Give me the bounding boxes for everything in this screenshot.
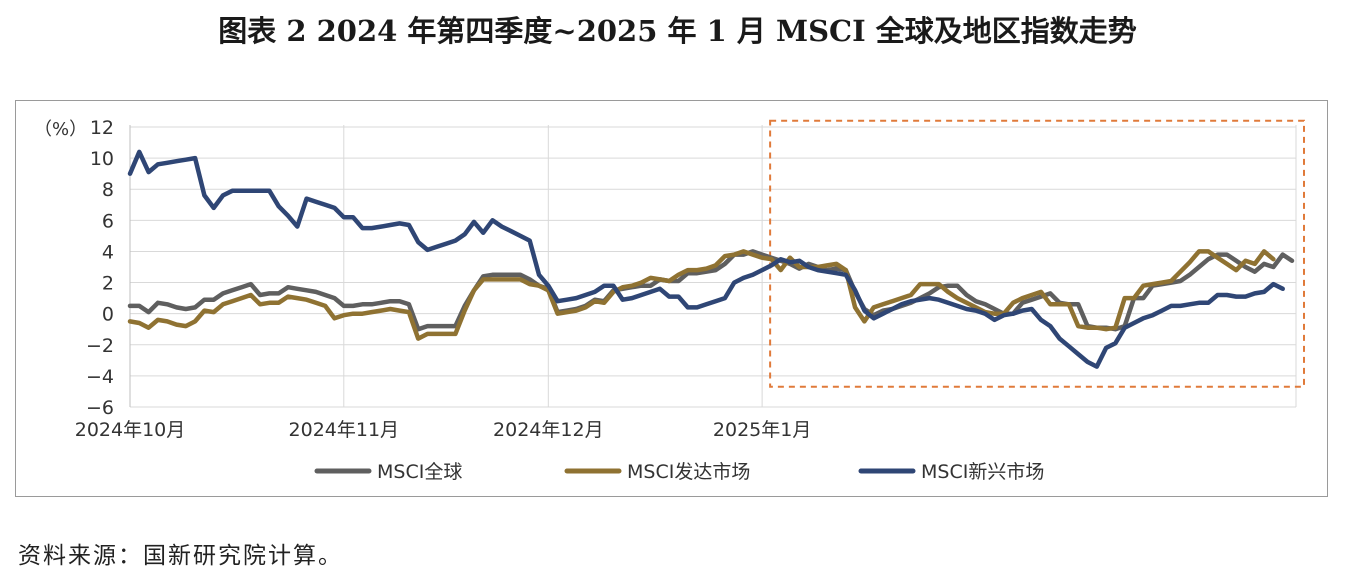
chart-title: 图表 2 2024 年第四季度~2025 年 1 月 MSCI 全球及地区指数走… bbox=[218, 14, 1137, 48]
y-tick-label: −2 bbox=[86, 335, 114, 357]
series-line-2 bbox=[127, 149, 1285, 369]
y-tick-label: 0 bbox=[102, 304, 114, 326]
x-tick-label: 2024年10月 bbox=[75, 419, 186, 441]
y-tick-label: 12 bbox=[90, 117, 114, 139]
y-tick-label: 6 bbox=[102, 210, 114, 232]
legend-label: MSCI新兴市场 bbox=[921, 461, 1044, 483]
source-note: 资料来源：国新研究院计算。 bbox=[18, 543, 343, 569]
highlight-box bbox=[769, 119, 1305, 388]
legend-label: MSCI发达市场 bbox=[627, 461, 750, 483]
legend-item: MSCI发达市场 bbox=[564, 461, 750, 483]
y-tick-label: 10 bbox=[90, 148, 114, 170]
highlight-layer bbox=[769, 119, 1305, 388]
y-tick-label: −4 bbox=[86, 366, 114, 388]
series-layer bbox=[127, 149, 1295, 369]
legend-item: MSCI新兴市场 bbox=[858, 461, 1044, 483]
x-tick-label: 2024年12月 bbox=[493, 419, 604, 441]
legend-item: MSCI全球 bbox=[314, 461, 462, 483]
chart-frame: 12 10 8 6 4 2 0 −2 −4 −6 2024年10月 2024年11月 2024年12月 2… bbox=[15, 100, 1328, 497]
series-line-1 bbox=[127, 249, 1276, 341]
legend-label: MSCI全球 bbox=[377, 461, 462, 483]
y-tick-label: −6 bbox=[86, 397, 114, 419]
x-tick-label: 2024年11月 bbox=[289, 419, 400, 441]
y-tick-label: 4 bbox=[102, 241, 114, 263]
legend: MSCI全球 MSCI发达市场 MSCI新兴市场 bbox=[314, 461, 1044, 483]
grid-layer bbox=[129, 125, 1297, 408]
x-tick-label: 2025年1月 bbox=[713, 419, 811, 441]
y-tick-label: 2 bbox=[102, 273, 114, 295]
y-unit-label: （%） bbox=[34, 119, 87, 140]
y-tick-label: 8 bbox=[102, 179, 114, 201]
